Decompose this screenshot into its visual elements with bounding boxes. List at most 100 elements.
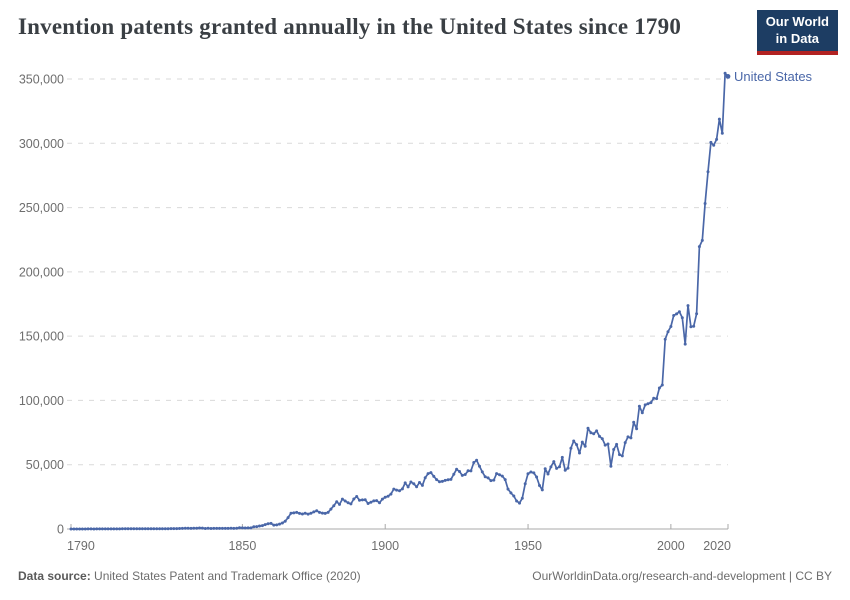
data-point [438,480,441,484]
data-point [240,526,244,530]
data-point [209,527,213,530]
data-point [155,527,159,531]
data-point [75,527,79,531]
data-point [146,527,150,531]
x-tick-label: 2020 [703,539,731,553]
data-point [435,478,439,482]
data-point [595,429,599,433]
data-point [309,511,313,515]
data-point [546,472,550,476]
data-point [440,479,444,483]
data-point [432,474,436,478]
data-point [455,467,459,471]
data-point [335,500,339,504]
data-point [378,501,381,505]
data-point [423,476,427,480]
data-point [255,525,259,529]
data-point [512,494,516,498]
y-tick-label: 300,000 [19,137,64,151]
data-point [315,509,319,513]
data-point [112,527,116,531]
data-point [135,527,139,531]
data-point [672,314,676,317]
data-point [195,526,199,530]
data-point [463,473,467,476]
y-tick-label: 150,000 [19,330,64,344]
data-point [526,472,530,476]
data-point [323,511,327,515]
data-point [103,527,107,531]
data-point [72,527,76,531]
data-point [303,511,307,515]
page-title: Invention patents granted annually in th… [18,14,682,39]
data-point [623,441,627,445]
data-point [260,524,264,528]
data-point [600,437,604,441]
data-point [475,458,479,462]
data-point [529,470,533,474]
data-point [95,527,99,531]
data-point [717,117,721,121]
data-point [669,325,673,328]
data-point [606,442,610,446]
data-point [500,474,504,478]
data-point [178,527,181,530]
footer-separator: | [785,569,796,583]
data-point [258,524,261,528]
data-point [657,386,661,390]
data-point [558,465,561,469]
data-point [143,527,147,531]
data-point [426,472,430,476]
data-point [415,485,419,489]
data-point [163,527,167,531]
data-point [655,397,659,401]
datasource: Data source: United States Patent and Tr… [18,569,361,583]
data-point [100,527,104,531]
data-point [126,527,130,531]
data-point [543,467,547,471]
data-point [446,478,450,482]
data-point [366,502,370,505]
data-point [535,475,539,479]
data-point [158,527,162,531]
data-point [609,464,613,468]
data-point [663,337,667,341]
data-point [572,439,576,443]
data-point [478,464,481,468]
data-point [200,526,204,530]
y-tick-label: 50,000 [26,458,64,472]
data-point [192,526,196,530]
data-point [715,137,719,141]
data-point [272,523,276,527]
data-point [466,469,470,473]
data-point [78,527,82,531]
entity-label: United States [734,69,813,84]
data-point [212,526,216,530]
data-point [372,499,376,503]
data-point [106,527,110,531]
data-point [203,527,207,530]
data-point [646,402,650,406]
owid-logo[interactable]: Our World in Data [756,10,838,55]
data-point [338,502,341,506]
data-point [109,527,113,531]
data-point [278,522,281,526]
data-point [583,444,587,448]
data-point [332,504,336,508]
data-point [280,521,284,525]
data-point [215,526,219,530]
data-point [346,501,350,505]
data-point [226,526,230,530]
data-point [489,479,493,483]
data-point [375,499,379,503]
footer-link[interactable]: OurWorldinData.org/research-and-developm… [532,569,786,583]
data-point [98,527,102,531]
data-point [369,500,373,504]
data-point [725,74,731,79]
data-point [383,495,387,499]
footer-right: OurWorldinData.org/research-and-developm… [532,569,832,583]
data-point [318,510,321,514]
data-point [592,432,596,436]
license-text: CC BY [795,569,832,583]
data-point [540,488,544,492]
